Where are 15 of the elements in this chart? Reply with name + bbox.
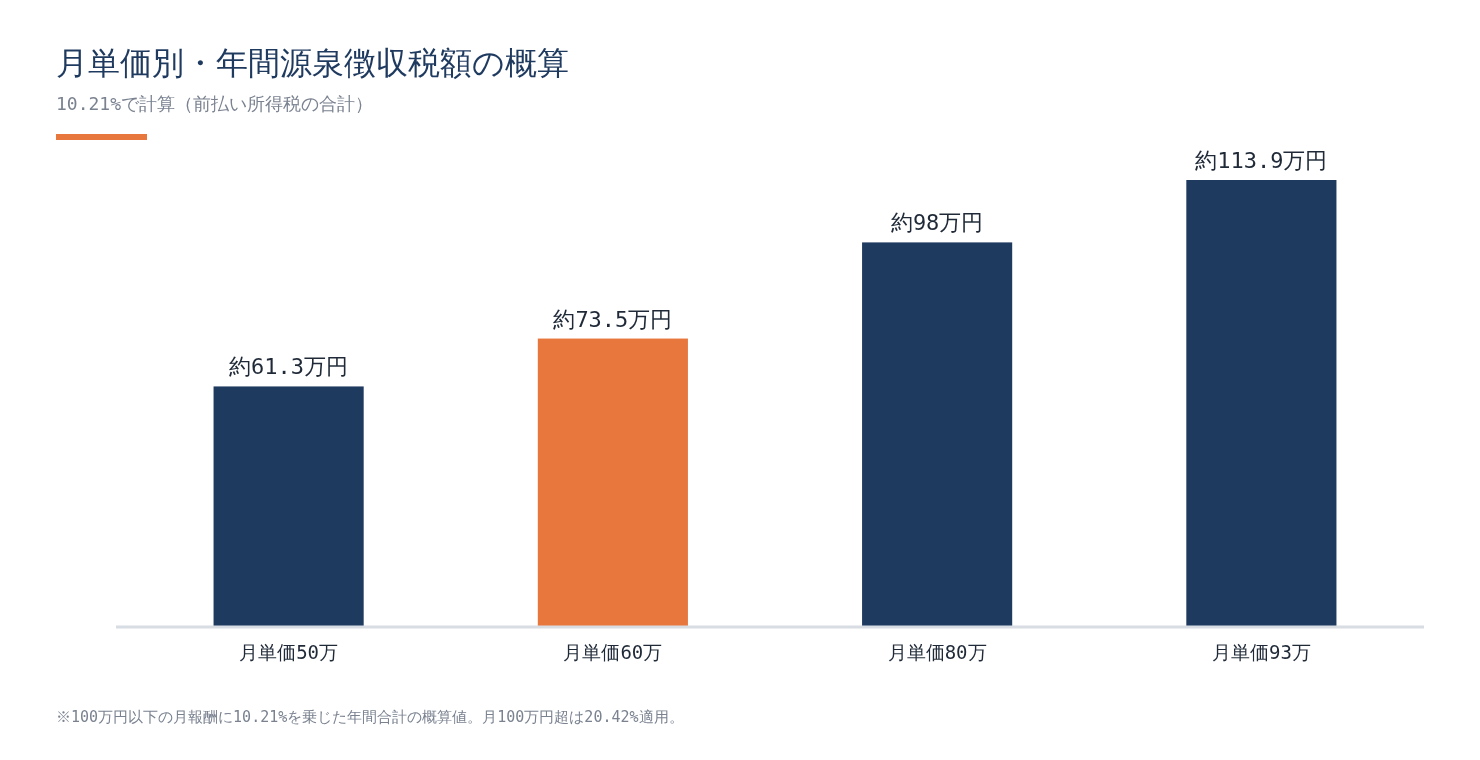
x-tick-label: 月単価50万 (239, 641, 339, 663)
chart-title: 月単価別・年間源泉徴収税額の概算 (56, 44, 569, 82)
x-tick-label: 月単価93万 (1211, 641, 1311, 663)
data-label: 約73.5万円 (553, 306, 673, 332)
data-label: 約61.3万円 (229, 354, 349, 380)
chart-subtitle: 10.21%で計算（前払い所得税の合計） (56, 93, 374, 114)
bar (862, 242, 1013, 627)
x-tick-label: 月単価80万 (887, 641, 987, 663)
data-label: 約113.9万円 (1195, 148, 1328, 173)
bar (1186, 180, 1337, 627)
data-label: 約98万円 (890, 210, 984, 236)
x-tick-label: 月単価60万 (563, 641, 663, 663)
bar (213, 386, 364, 627)
text: ※100万円以下の月報酬に10.21%を乗じた年間合計の概算値。月100万円超は20.42%適用。 (56, 708, 684, 726)
bar (537, 338, 688, 627)
